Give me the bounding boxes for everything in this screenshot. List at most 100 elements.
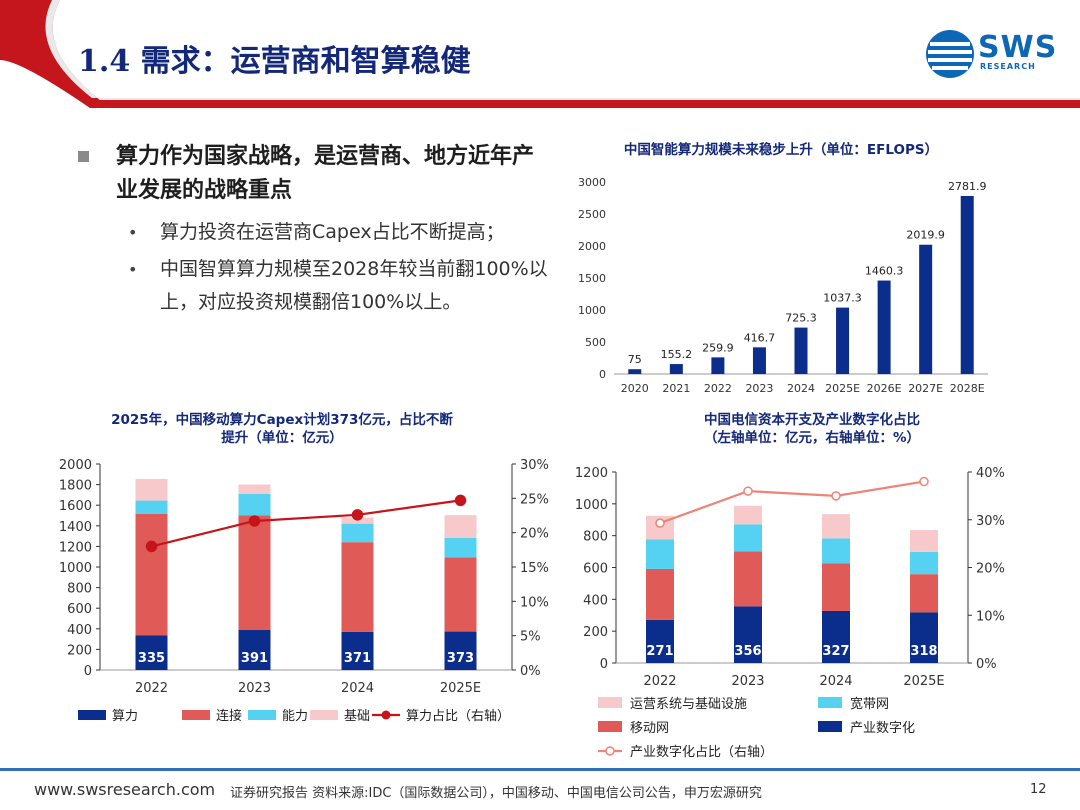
legend-swatch xyxy=(248,710,276,720)
ratio-marker xyxy=(454,494,467,507)
ratio-line xyxy=(659,480,925,525)
bar-value-label: 271 xyxy=(646,644,673,659)
y2-tick-label: 0% xyxy=(976,657,997,672)
x-tick-label: 2021 xyxy=(662,382,690,394)
x-tick-label: 2025E xyxy=(440,681,481,696)
bar xyxy=(752,347,766,374)
legend-label: 产业数字化占比（右轴） xyxy=(630,745,773,760)
legend-swatch xyxy=(598,721,622,732)
ratio-marker xyxy=(919,476,929,487)
y2-tick-label: 20% xyxy=(976,562,1005,577)
stack-segment-基础 xyxy=(135,478,168,501)
sub-bullet: • 中国智算算力规模至2028年较当前翻100%以上，对应投资规模翻倍100%以… xyxy=(72,253,552,319)
stack-segment-移动网 xyxy=(910,574,938,613)
data-label: 1460.3 xyxy=(865,265,904,278)
x-tick-label: 2022 xyxy=(643,674,676,689)
y2-tick-label: 25% xyxy=(520,492,549,507)
bar xyxy=(669,364,683,374)
y-tick-label: 600 xyxy=(67,602,92,617)
stack-segment-算力 xyxy=(238,629,271,670)
stack-segment-移动网 xyxy=(822,563,850,611)
bar xyxy=(836,307,850,374)
footer-url[interactable]: www.swsresearch.com xyxy=(34,780,216,799)
stack-segment-产业数字化 xyxy=(822,610,850,663)
stack-segment-能力 xyxy=(341,523,374,543)
ratio-line xyxy=(151,499,461,548)
x-tick-label: 2025E xyxy=(825,382,860,394)
legend-label: 运营系统与基础设施 xyxy=(630,697,747,712)
logo-subtext: RESEARCH xyxy=(980,62,1036,71)
ct-capex-chart: 中国电信资本开支及产业数字化占比（左轴单位：亿元，右轴单位：%） 0 200 400 6… xyxy=(575,411,1005,760)
sub-bullet-text: 算力投资在运营商Capex占比不断提高； xyxy=(160,221,505,243)
stack-segment-算力 xyxy=(135,635,168,670)
legend-swatch xyxy=(182,710,210,720)
y2-tick-label: 10% xyxy=(976,609,1005,624)
stack-segment-算力 xyxy=(444,631,477,670)
legend-label: 算力占比（右轴） xyxy=(406,709,510,724)
legend-label: 基础 xyxy=(344,709,370,724)
y2-tick-label: 20% xyxy=(520,527,549,542)
chart-title: 提升（单位：亿元） xyxy=(221,429,343,446)
bar xyxy=(960,195,974,374)
logo-text: SWS xyxy=(978,30,1058,65)
legend-label: 连接 xyxy=(216,708,242,724)
data-label: 1037.3 xyxy=(823,292,862,305)
legend-marker xyxy=(381,710,391,720)
y-tick-label: 0 xyxy=(84,664,92,679)
y2-tick-label: 0% xyxy=(520,664,541,679)
data-label: 725.3 xyxy=(785,312,817,325)
legend-label: 产业数字化 xyxy=(850,721,915,736)
data-label: 2019.9 xyxy=(906,229,945,242)
stack-segment-连接 xyxy=(341,542,374,632)
bar xyxy=(919,244,933,374)
data-label: 416.7 xyxy=(744,331,776,344)
square-bullet-icon xyxy=(78,151,89,162)
chart-title: 中国电信资本开支及产业数字化占比 xyxy=(704,411,920,428)
y-tick-label: 1400 xyxy=(59,520,92,535)
y-tick-label: 200 xyxy=(67,643,92,658)
ratio-marker xyxy=(248,515,261,527)
y-tick-label: 1000 xyxy=(578,304,606,317)
y-tick-label: 1200 xyxy=(59,540,92,555)
data-label: 155.2 xyxy=(661,348,693,361)
x-tick-label: 2023 xyxy=(731,674,764,689)
stack-segment-能力 xyxy=(238,493,271,516)
bar-value-label: 356 xyxy=(734,644,761,659)
stack-segment-连接 xyxy=(238,515,271,630)
stack-segment-运营系统与基础设施 xyxy=(910,530,938,552)
y2-tick-label: 15% xyxy=(520,561,549,576)
legend-swatch xyxy=(78,710,106,720)
y-tick-label: 500 xyxy=(585,336,606,349)
chart-title: （左轴单位：亿元，右轴单位：%） xyxy=(704,429,920,446)
y-tick-label: 1600 xyxy=(59,499,92,514)
x-tick-label: 2025E xyxy=(903,674,944,689)
ratio-marker xyxy=(145,540,158,553)
stack-segment-运营系统与基础设施 xyxy=(734,505,762,525)
bar-value-label: 335 xyxy=(138,651,165,666)
stack-segment-产业数字化 xyxy=(646,619,674,663)
bullet-section: 算力作为国家战略，是运营商、地方近年产业发展的战略重点 • 算力投资在运营商Ca… xyxy=(72,140,552,319)
bullet-dot-icon: • xyxy=(128,223,138,242)
legend-swatch xyxy=(310,710,338,720)
x-tick-label: 2028E xyxy=(950,382,985,394)
x-tick-label: 2022 xyxy=(704,382,732,394)
bar xyxy=(711,357,725,374)
stack-segment-产业数字化 xyxy=(910,612,938,663)
legend-swatch xyxy=(598,697,622,708)
y-tick-label: 1000 xyxy=(575,498,608,513)
stack-segment-基础 xyxy=(238,484,271,494)
page-title: 1.4 需求：运营商和智算稳健 xyxy=(78,44,471,79)
stack-segment-能力 xyxy=(444,537,477,558)
chart-title: 2025年，中国移动算力Capex计划373亿元，占比不断 xyxy=(111,411,453,428)
stack-segment-宽带网 xyxy=(822,538,850,564)
x-tick-label: 2026E xyxy=(867,382,902,394)
footer-divider xyxy=(0,768,1080,771)
stack-segment-宽带网 xyxy=(910,551,938,575)
y-tick-label: 2000 xyxy=(578,240,606,253)
stack-segment-宽带网 xyxy=(646,539,674,569)
stack-segment-运营系统与基础设施 xyxy=(822,514,850,539)
stack-segment-移动网 xyxy=(734,551,762,607)
y-tick-label: 1000 xyxy=(59,561,92,576)
data-label: 75 xyxy=(628,353,642,366)
